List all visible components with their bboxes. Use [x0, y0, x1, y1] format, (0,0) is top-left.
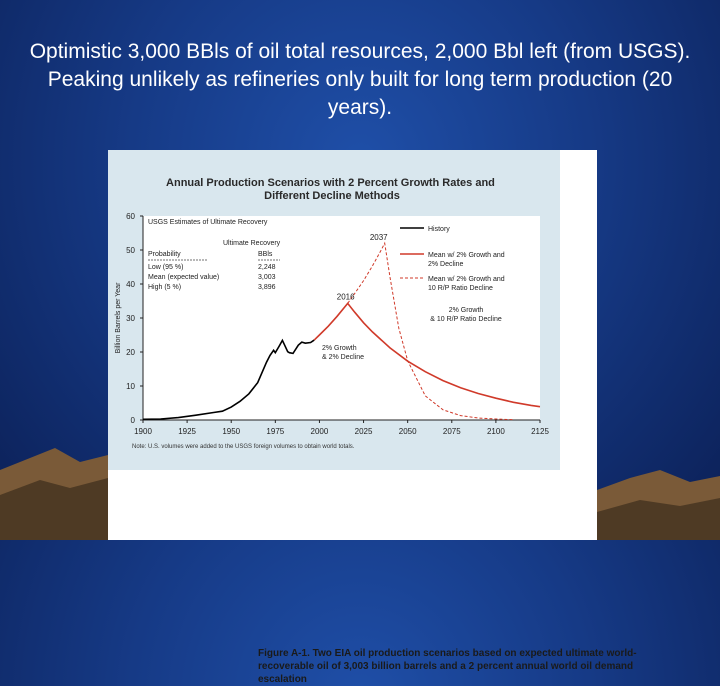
- x-tick-label: 1975: [266, 427, 284, 436]
- annotation-rp-decline: 2% Growth & 10 R/P Ratio Decline: [430, 307, 502, 323]
- legend-label-line: Mean w/ 2% Growth and: [428, 252, 505, 259]
- series-layer: [142, 241, 541, 421]
- chart-title-line-1: Annual Production Scenarios with 2 Perce…: [166, 177, 495, 189]
- annotation-rp-decline-line: & 10 R/P Ratio Decline: [430, 316, 502, 323]
- annotation-2pct-decline-line: 2% Growth: [322, 345, 357, 352]
- x-tick-label: 2100: [487, 427, 505, 436]
- x-tick-label: 2050: [399, 427, 417, 436]
- y-tick-label: 30: [126, 314, 135, 323]
- usgs-table-probability: Low (95 %): [148, 264, 183, 271]
- legend-label-line: 10 R/P Ratio Decline: [428, 285, 493, 292]
- legend-label: Mean w/ 2% Growth and 10 R/P Ratio Declin…: [428, 276, 505, 292]
- axes: 1900 1925 1950 1975 2000 2025 2050 2075 2100 2125…: [115, 212, 549, 436]
- x-tick-label: 2125: [531, 427, 549, 436]
- y-tick-label: 0: [131, 416, 136, 425]
- figure-panel: Annual Production Scenarios with 2 Perce…: [108, 150, 637, 685]
- legend-label-line: 2% Decline: [428, 261, 464, 268]
- y-tick-label: 10: [126, 382, 135, 391]
- usgs-table-unit-header: BBls: [258, 251, 273, 258]
- legend-label: Mean w/ 2% Growth and 2% Decline: [428, 252, 505, 268]
- x-tick-label: 1925: [178, 427, 196, 436]
- figure-caption: Figure A-1. Two EIA oil production scena…: [258, 648, 637, 685]
- x-tick-label: 1900: [134, 427, 152, 436]
- x-tick-label: 1950: [222, 427, 240, 436]
- series-line-1: [142, 338, 315, 421]
- usgs-table-probability: High (5 %): [148, 284, 181, 291]
- usgs-table-recovery-header: Ultimate Recovery: [223, 240, 281, 247]
- chart-title-line-2: Different Decline Methods: [264, 190, 400, 202]
- usgs-table: USGS Estimates of Ultimate Recovery Ultim…: [148, 219, 281, 291]
- annotation-rp-decline-line: 2% Growth: [449, 307, 484, 314]
- peak-label-2016: 2016: [337, 292, 355, 301]
- legend-label: History: [428, 226, 450, 233]
- y-tick-label: 40: [126, 280, 135, 289]
- peak-label-2037: 2037: [370, 233, 388, 242]
- y-axis-label: Billion Barrels per Year: [115, 282, 122, 353]
- usgs-table-heading: USGS Estimates of Ultimate Recovery: [148, 219, 268, 226]
- production-chart: Annual Production Scenarios with 2 Perce…: [108, 150, 560, 470]
- x-tick-label: 2025: [355, 427, 373, 436]
- y-tick-label: 60: [126, 212, 135, 221]
- series-line-2: [313, 302, 541, 408]
- annotation-2pct-decline: 2% Growth & 2% Decline: [322, 345, 364, 361]
- annotation-2pct-decline-line: & 2% Decline: [322, 354, 364, 361]
- usgs-table-probability-header: Probability: [148, 251, 181, 258]
- series-line-3: [347, 241, 514, 421]
- usgs-table-value: 3,003: [258, 274, 276, 281]
- x-tick-label: 2075: [443, 427, 461, 436]
- chart-note: Note: U.S. volumes were added to the USG…: [132, 444, 355, 450]
- mountain-decoration: [0, 448, 720, 540]
- legend-box: [396, 218, 538, 286]
- chart-title: Annual Production Scenarios with 2 Perce…: [166, 177, 498, 202]
- usgs-table-value: 3,896: [258, 284, 276, 291]
- x-tick-label: 2000: [311, 427, 329, 436]
- y-tick-label: 50: [126, 246, 135, 255]
- slide-title: Optimistic 3,000 BBls of oil total resou…: [29, 40, 691, 119]
- usgs-table-probability: Mean (expected value): [148, 274, 219, 281]
- y-tick-label: 20: [126, 348, 135, 357]
- legend-label-line: Mean w/ 2% Growth and: [428, 276, 505, 283]
- usgs-table-value: 2,248: [258, 264, 276, 271]
